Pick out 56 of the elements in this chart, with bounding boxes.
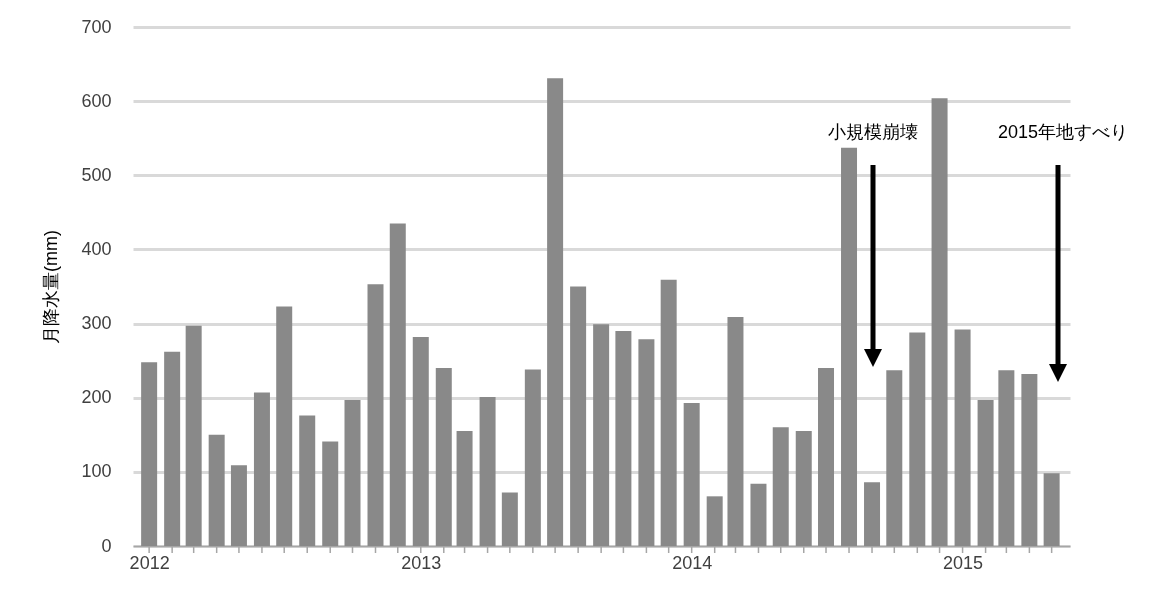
bar [141, 362, 158, 546]
annotation: 2015年地すべり [997, 122, 1129, 142]
y-axis-title: 月降水量(mm) [41, 230, 62, 344]
bar [660, 279, 677, 546]
bar [954, 329, 971, 546]
bar [501, 492, 518, 546]
bar [367, 284, 384, 546]
bar [638, 339, 655, 546]
bar [230, 465, 247, 546]
y-tick-label: 300 [81, 313, 112, 334]
bar [593, 324, 610, 546]
y-tick-label: 500 [81, 164, 112, 185]
bar [322, 441, 339, 546]
bar [841, 147, 858, 546]
y-tick-label: 0 [101, 535, 112, 556]
bar [727, 316, 744, 546]
bar [412, 336, 429, 546]
bar [750, 483, 767, 546]
bar [864, 482, 881, 546]
bar [706, 496, 723, 546]
bar [547, 78, 564, 546]
bar [164, 351, 181, 546]
bar [1021, 373, 1038, 546]
bar [886, 370, 903, 546]
bar [208, 434, 225, 546]
x-tick-label: 2015 [943, 552, 984, 573]
y-tick-label: 700 [81, 16, 112, 37]
bar [977, 399, 994, 546]
y-tick-label: 200 [81, 387, 112, 408]
annotation: 小規模崩壊 [828, 122, 918, 142]
bar [185, 325, 202, 546]
bar [931, 98, 948, 546]
bar [276, 306, 293, 546]
bar [795, 431, 812, 546]
x-tick-label: 2014 [672, 552, 713, 573]
bar [299, 415, 316, 546]
bar [772, 427, 789, 546]
bar [524, 369, 541, 546]
bar [615, 330, 632, 546]
y-tick-label: 600 [81, 90, 112, 111]
bar [456, 431, 473, 546]
x-tick-label: 2013 [401, 552, 442, 573]
bar [909, 332, 926, 546]
bar [389, 223, 406, 546]
x-tick-label: 2012 [129, 552, 170, 573]
bar [998, 370, 1015, 546]
bar [435, 368, 452, 546]
bar [818, 368, 835, 546]
y-tick-label: 100 [81, 461, 112, 482]
bar [344, 399, 361, 546]
y-tick-label: 400 [81, 238, 112, 259]
bar [683, 402, 700, 546]
bar [253, 392, 270, 546]
bar [570, 286, 587, 546]
bar [479, 396, 496, 546]
bar [1043, 473, 1060, 546]
